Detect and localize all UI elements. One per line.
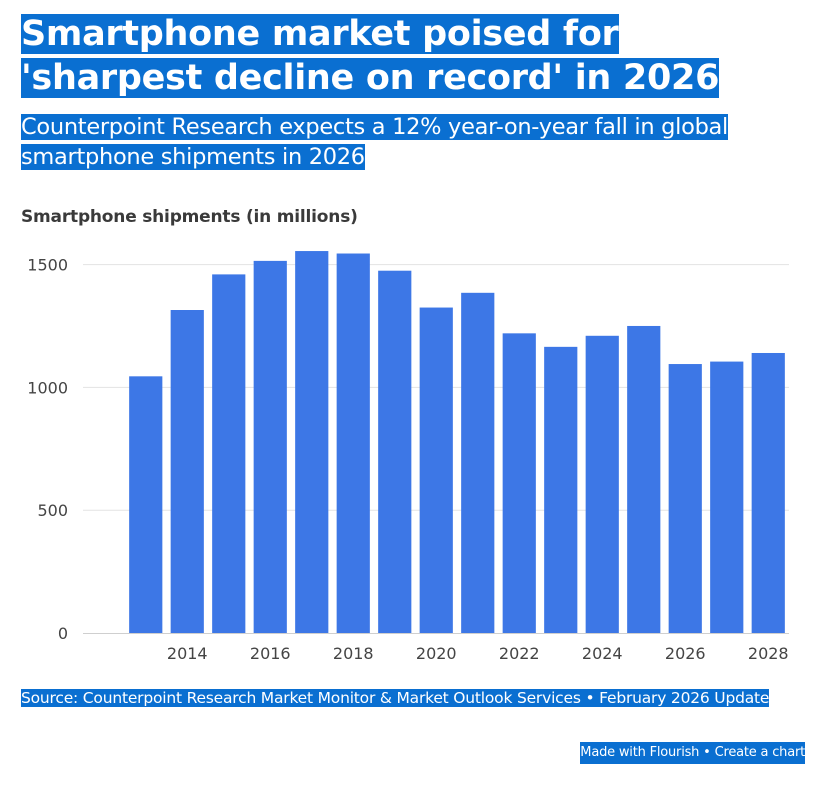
x-tick-label: 2020 [416,644,457,663]
bar-2027 [710,361,744,633]
bar-2014 [170,310,204,633]
page-subtitle: Counterpoint Research expects a 12% year… [21,112,811,172]
y-tick-label: 0 [58,624,68,643]
flourish-credit: Made with Flourish • Create a chart [580,742,805,764]
bar-2017 [295,251,329,633]
y-tick-label: 1000 [27,378,68,397]
credit-separator: • [699,745,715,760]
x-tick-label: 2026 [665,644,706,663]
bar-2021 [461,292,495,633]
x-tick-label: 2028 [748,644,789,663]
bar-2019 [378,270,412,633]
source-text: Source: Counterpoint Research Market Mon… [21,689,770,707]
x-tick-label: 2018 [333,644,374,663]
bar-2028 [751,352,785,633]
y-tick-label: 500 [37,501,68,520]
bar-2025 [627,325,661,633]
bar-2026 [668,364,702,633]
bar-2023 [544,346,578,633]
bar-chart: 0 500 1000 1500 2014 2016 2018 2020 2022 2024 2026… [27,251,789,663]
source-note: Source: Counterpoint Research Market Mon… [21,686,791,711]
x-tick-label: 2022 [499,644,540,663]
bar-2013 [129,376,163,633]
x-tick-label: 2014 [167,644,208,663]
chart-axes: 0 500 1000 1500 2014 2016 2018 2020 2022 2024 2026… [27,256,789,663]
bar-2020 [419,307,453,633]
bar-2016 [253,260,287,633]
chart-bars [129,251,785,633]
create-a-chart-link[interactable]: Create a chart [714,745,806,760]
bar-2022 [502,333,536,633]
made-with-flourish-link[interactable]: Made with Flourish [580,745,700,760]
x-tick-label: 2024 [582,644,623,663]
subtitle-text: Counterpoint Research expects a 12% year… [21,114,729,170]
bar-2018 [336,253,370,633]
page-title: Smartphone market poised for 'sharpest d… [21,12,801,100]
bar-2024 [585,335,619,633]
title-text: Smartphone market poised for 'sharpest d… [21,14,720,98]
x-tick-label: 2016 [250,644,291,663]
bar-2015 [212,274,246,633]
y-tick-label: 1500 [27,256,68,275]
chart-title: Smartphone shipments (in millions) [21,207,358,227]
